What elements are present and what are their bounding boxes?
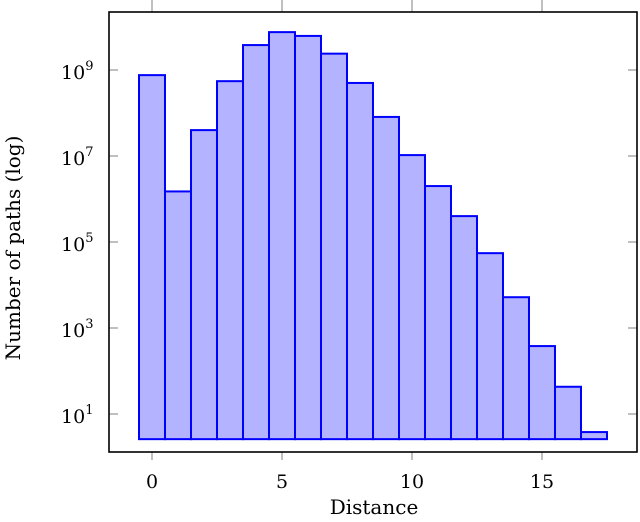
bar-distance-7 xyxy=(320,52,348,441)
bar-distance-5 xyxy=(268,31,296,441)
x-tick-label: 10 xyxy=(400,471,424,493)
bar-distance-11 xyxy=(424,185,452,441)
bar-distance-15 xyxy=(528,345,556,441)
bar-distance-16 xyxy=(554,385,582,441)
y-axis-label: Number of paths (log) xyxy=(1,136,25,361)
plot-frame xyxy=(108,11,638,453)
x-axis-label: Distance xyxy=(330,495,419,519)
x-tick-label: 5 xyxy=(276,471,288,493)
bar-distance-17 xyxy=(580,431,608,441)
bar-distance-2 xyxy=(190,129,218,441)
bar-distance-13 xyxy=(476,252,504,441)
x-tick-label: 0 xyxy=(146,471,158,493)
y-tick-label: 105 xyxy=(61,231,93,256)
bar-distance-9 xyxy=(372,115,400,441)
ticks-group xyxy=(109,0,637,460)
x-tick-label: 15 xyxy=(530,471,554,493)
bar-distance-12 xyxy=(450,215,478,441)
y-tick-label: 101 xyxy=(61,403,93,428)
bar-distance-4 xyxy=(242,44,270,441)
bar-distance-10 xyxy=(398,154,426,441)
y-tick-label: 109 xyxy=(61,59,93,84)
bars-group xyxy=(138,31,608,441)
bar-distance-6 xyxy=(294,34,322,441)
bar-distance-14 xyxy=(502,296,530,441)
bar-distance-8 xyxy=(346,81,374,441)
tick-labels-group: 0 5 10 15 101 103 105 107 109 xyxy=(61,59,554,493)
y-tick-label: 103 xyxy=(61,317,93,342)
bar-distance-0 xyxy=(138,74,166,441)
y-tick-label: 107 xyxy=(61,145,93,170)
bar-distance-1 xyxy=(164,190,192,441)
bar-distance-3 xyxy=(216,80,244,441)
